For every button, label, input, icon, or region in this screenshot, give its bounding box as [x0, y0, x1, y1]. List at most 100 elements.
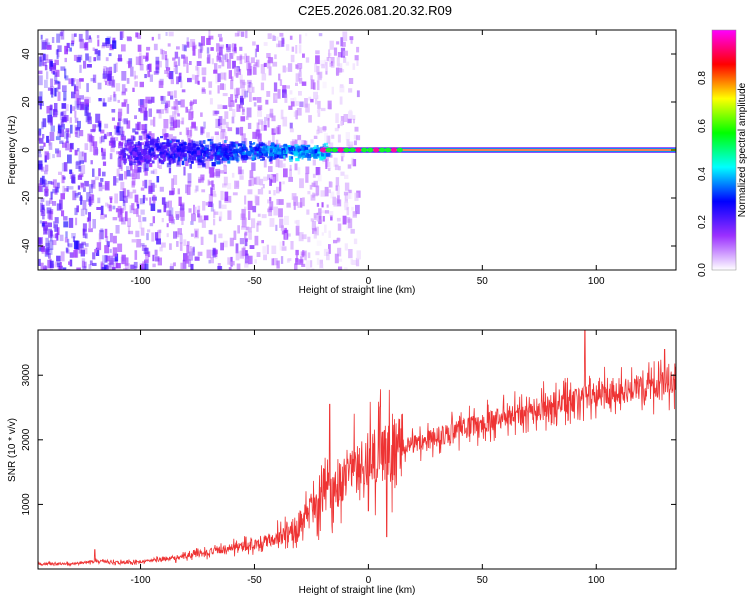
- spectrogram-cell: [83, 247, 88, 255]
- spectrogram-cell: [305, 251, 308, 257]
- spectrogram-cell: [120, 218, 124, 222]
- spectrogram-cell: [326, 154, 329, 162]
- spectrogram-cell: [281, 246, 287, 251]
- spectrogram-cell: [279, 32, 284, 37]
- spectrogram-cell: [160, 153, 163, 158]
- spectrogram-cell: [121, 44, 126, 52]
- spectrogram-cell: [123, 201, 127, 211]
- spectrogram-cell: [125, 153, 129, 156]
- spectrogram-cell: [113, 176, 117, 186]
- spectrogram-cell: [118, 151, 123, 155]
- spectrogram-cell: [256, 252, 261, 257]
- spectrogram-cell: [59, 140, 64, 144]
- spectrogram-cell: [144, 107, 147, 118]
- spectrogram-cell: [75, 161, 81, 169]
- spectrogram-cell: [112, 263, 115, 270]
- spectrogram-cell: [157, 230, 161, 241]
- spectrogram-cell: [40, 34, 43, 40]
- spectrogram-cell: [163, 150, 167, 153]
- spectrogram-cell: [241, 133, 246, 143]
- spectrogram-cell: [159, 142, 163, 147]
- spectrogram-cell: [269, 148, 274, 152]
- spectrogram-cell: [269, 196, 272, 202]
- spectrogram-cell: [147, 154, 151, 160]
- spectrogram-cell: [59, 112, 65, 121]
- spectrogram-cell: [295, 252, 298, 262]
- spectrogram-cell: [184, 149, 188, 152]
- spectrogram-cell: [145, 197, 148, 201]
- spectrogram-cell: [343, 50, 348, 56]
- spectrogram-cell: [77, 120, 81, 129]
- spectrogram-cell: [58, 171, 63, 175]
- spectrogram-x-tick-label: -100: [131, 276, 151, 287]
- spectrogram-cell: [237, 143, 243, 147]
- spectrogram-cell: [89, 260, 93, 266]
- spectrogram-cell: [168, 207, 174, 217]
- spectrogram-cell: [124, 263, 130, 270]
- spectrogram-cell: [131, 178, 136, 186]
- spectrogram-cell: [262, 151, 266, 154]
- colorbar-label: Normalized spectral amplitude: [737, 82, 748, 217]
- spectrogram-cell: [233, 230, 237, 240]
- spectrogram-cell: [126, 144, 129, 149]
- spectrogram-cell: [112, 247, 118, 257]
- spectrogram-cell: [185, 127, 190, 136]
- spectrogram-cell: [349, 36, 354, 41]
- spectrogram-cell: [62, 110, 67, 118]
- spectrogram-cell: [278, 199, 284, 205]
- spectrogram-cell: [256, 143, 261, 147]
- spectrogram-cell: [228, 70, 232, 79]
- spectrogram-cell: [208, 259, 211, 264]
- spectrogram-cell: [310, 98, 314, 103]
- spectrogram-cell: [172, 136, 177, 142]
- spectrogram-cell: [313, 135, 318, 139]
- spectrogram-cell: [128, 156, 131, 159]
- spectrogram-cell: [198, 49, 202, 59]
- spectrogram-cell: [272, 133, 275, 144]
- spectrogram-cell: [56, 87, 59, 92]
- spectrogram-cell: [78, 166, 82, 172]
- spectrogram-cell: [158, 111, 162, 119]
- spectrogram-cell: [328, 161, 332, 169]
- spectrogram-cell: [327, 53, 332, 57]
- spectrogram-cell: [210, 187, 213, 196]
- spectrogram-cell: [56, 182, 60, 189]
- spectrogram-cell: [336, 67, 339, 76]
- spectrogram-cell: [123, 268, 128, 270]
- spectrogram-cell: [66, 42, 70, 49]
- spectrogram-cell: [116, 151, 120, 155]
- spectrogram-cell: [202, 76, 206, 83]
- spectrogram-cell: [236, 155, 240, 158]
- spectrogram-cell: [38, 258, 41, 266]
- spectrogram-cell: [315, 185, 320, 196]
- spectrogram-cell: [121, 102, 127, 107]
- spectrogram-cell: [251, 218, 256, 229]
- spectrogram-cell: [242, 81, 247, 86]
- spectrogram-cell: [163, 133, 168, 140]
- spectrogram-cell: [121, 84, 126, 94]
- spectrogram-cell: [297, 202, 303, 208]
- spectrogram-cell: [183, 55, 187, 64]
- spectrogram-cell: [92, 124, 96, 132]
- spectrogram-cell: [316, 80, 320, 91]
- spectrogram-cell: [144, 123, 148, 134]
- spectrogram-cell: [92, 47, 95, 51]
- spectrogram-cell: [280, 156, 285, 159]
- spectrogram-cell: [189, 61, 192, 65]
- spectrogram-cell: [153, 152, 156, 157]
- spectrogram-cell: [310, 147, 315, 150]
- spectrogram-cell: [343, 191, 349, 196]
- spectrogram-cell: [243, 154, 248, 158]
- spectrogram-cell: [74, 117, 79, 123]
- spectrogram-cell: [234, 67, 239, 77]
- spectrogram-cell: [250, 150, 254, 153]
- spectrogram-cell: [315, 98, 318, 105]
- spectrogram-cell: [133, 261, 138, 269]
- spectrogram-cell: [230, 76, 234, 81]
- spectrogram-cell: [268, 206, 273, 217]
- spectrogram-cell: [239, 74, 243, 84]
- spectrogram-cell: [164, 51, 167, 55]
- spectrogram-cell: [291, 193, 297, 200]
- spectrogram-cell: [322, 159, 325, 165]
- spectrogram-cell: [44, 164, 49, 172]
